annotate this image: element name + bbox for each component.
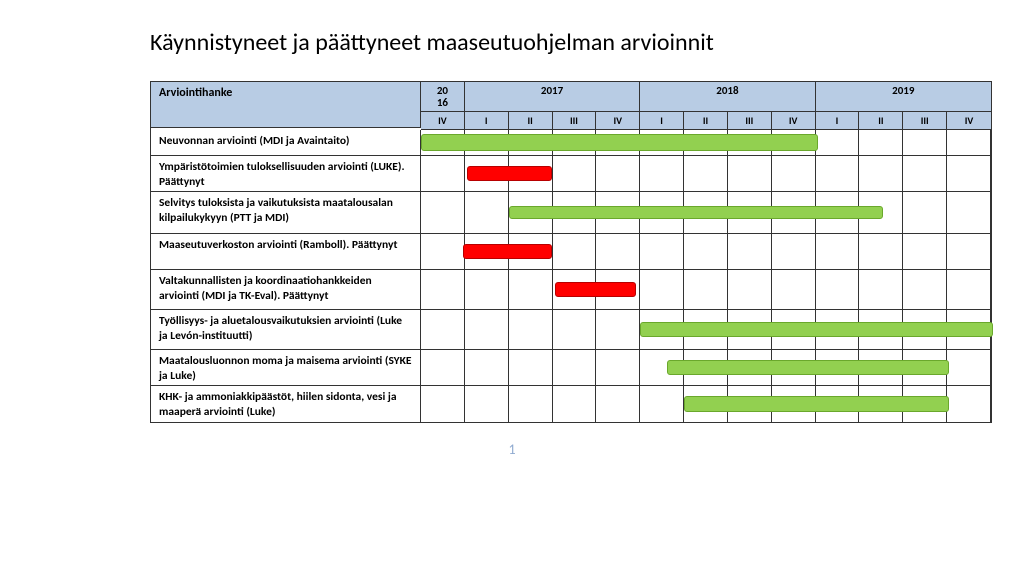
quarter-header: I	[816, 112, 860, 130]
quarter-header: I	[640, 112, 684, 130]
gantt-bar	[509, 206, 884, 219]
year-header: 2018	[640, 82, 815, 112]
quarter-header: III	[728, 112, 772, 130]
gantt-row-label: Maaseutuverkoston arviointi (Ramboll). P…	[151, 234, 421, 270]
gantt-bar	[421, 134, 818, 151]
gantt-row-label: Valtakunnallisten ja koordinaatiohankkei…	[151, 270, 421, 310]
gantt-bar	[463, 244, 553, 259]
quarter-header: II	[509, 112, 553, 130]
gantt-row-label: Selvitys tuloksista ja vaikutuksista maa…	[151, 192, 421, 234]
quarter-header: IV	[947, 112, 991, 130]
gantt-row-track	[421, 156, 991, 192]
gantt-row-track	[421, 350, 991, 386]
gantt-bar	[467, 166, 552, 181]
page-number: 1	[0, 441, 1024, 458]
year-header: 20 16	[421, 82, 465, 112]
gantt-bar	[555, 282, 636, 297]
quarter-header: II	[859, 112, 903, 130]
quarter-header: IV	[596, 112, 640, 130]
quarter-header: I	[465, 112, 509, 130]
gantt-row-label: Ympäristötoimien tuloksellisuuden arvioi…	[151, 156, 421, 192]
gantt-row-label: Maatalousluonnon moma ja maisema arvioin…	[151, 350, 421, 386]
year-header: 2019	[816, 82, 991, 112]
quarter-header: III	[553, 112, 597, 130]
column-header-label: Arviointihanke	[151, 82, 421, 128]
gantt-row-track	[421, 234, 991, 270]
gantt-row-track	[421, 192, 991, 234]
gantt-row-track	[421, 386, 991, 422]
page-title: Käynnistyneet ja päättyneet maaseutuohje…	[0, 0, 1024, 81]
year-header: 2017	[465, 82, 640, 112]
quarter-header: IV	[772, 112, 816, 130]
gantt-bar	[684, 396, 949, 412]
gantt-chart: Arviointihanke20 16201720182019IVIIIIIII…	[150, 81, 992, 423]
gantt-row-label: Työllisyys- ja aluetalousvaikutuksien ar…	[151, 310, 421, 350]
gantt-row-label: KHK- ja ammoniakkipäästöt, hiilen sidont…	[151, 386, 421, 422]
gantt-bar	[667, 360, 950, 375]
gantt-row-track	[421, 130, 991, 156]
gantt-row-label: Neuvonnan arviointi (MDI ja Avaintaito)	[151, 130, 421, 156]
gantt-row-track	[421, 310, 991, 350]
quarter-header: II	[684, 112, 728, 130]
quarter-header: III	[903, 112, 947, 130]
quarter-header: IV	[421, 112, 465, 130]
gantt-row-track	[421, 270, 991, 310]
gantt-bar	[640, 322, 993, 337]
